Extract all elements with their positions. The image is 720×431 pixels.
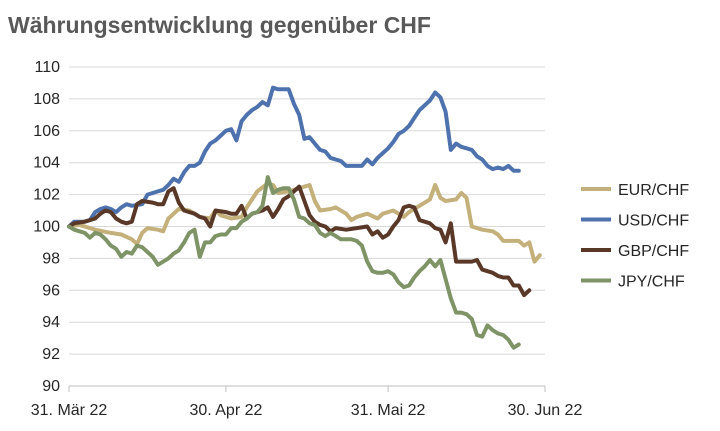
x-tick-label: 31. Mär 22 [31, 402, 108, 419]
legend-label-usd-chf: USD/CHF [618, 213, 689, 230]
y-tick-label: 100 [33, 219, 60, 236]
x-tick-label: 30. Jun 22 [508, 402, 583, 419]
series-lines [67, 85, 542, 350]
series-line-eur-chf [67, 181, 542, 264]
x-tick-label: 30. Apr 22 [189, 402, 262, 419]
x-tick-label: 31. Mai 22 [351, 402, 426, 419]
y-tick-label: 90 [42, 378, 60, 395]
series-line-usd-chf [67, 85, 521, 229]
y-tick-label: 102 [33, 187, 60, 204]
legend-label-eur-chf: EUR/CHF [618, 182, 689, 199]
y-tick-label: 96 [42, 282, 60, 299]
axes: 90 92 94 96 98 100 102 104 106 108 110 31. Mär 22 30… [31, 59, 583, 419]
y-tick-label: 92 [42, 346, 60, 363]
y-tick-label: 108 [33, 91, 60, 108]
y-tick-label: 106 [33, 123, 60, 140]
chart-title: Währungsentwicklung gegenüber CHF [8, 12, 431, 38]
y-tick-label: 94 [42, 314, 60, 331]
legend-label-gbp-chf: GBP/CHF [618, 243, 689, 260]
y-tick-label: 110 [34, 59, 60, 76]
legend: EUR/CHF USD/CHF GBP/CHF JPY/CHF [581, 182, 689, 291]
y-tick-label: 98 [42, 250, 60, 267]
series-line-jpy-chf [67, 175, 521, 350]
series-line-gbp-chf [67, 184, 532, 298]
legend-label-jpy-chf: JPY/CHF [618, 274, 685, 291]
y-tick-label: 104 [33, 155, 60, 172]
gridlines [69, 66, 545, 355]
